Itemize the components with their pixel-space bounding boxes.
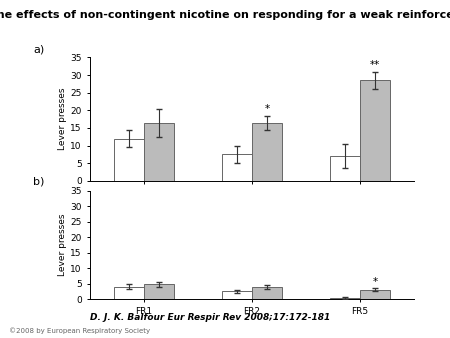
- Bar: [114, 287, 144, 299]
- Text: **: **: [370, 60, 380, 70]
- Bar: [330, 156, 360, 181]
- Bar: [222, 291, 252, 299]
- Bar: [252, 123, 282, 181]
- Bar: [252, 287, 282, 299]
- Bar: [330, 297, 360, 299]
- Bar: [360, 290, 390, 299]
- Text: D. J. K. Balfour Eur Respir Rev 2008;17:172-181: D. J. K. Balfour Eur Respir Rev 2008;17:…: [90, 313, 330, 322]
- Text: *: *: [265, 104, 270, 114]
- Text: The effects of non-contingent nicotine on responding for a weak reinforcer.: The effects of non-contingent nicotine o…: [0, 10, 450, 20]
- Bar: [144, 123, 174, 181]
- Y-axis label: Lever presses: Lever presses: [58, 214, 68, 276]
- Bar: [360, 80, 390, 181]
- Bar: [114, 139, 144, 181]
- Y-axis label: Lever presses: Lever presses: [58, 88, 68, 150]
- Bar: [222, 154, 252, 181]
- Bar: [144, 284, 174, 299]
- Text: *: *: [373, 277, 378, 287]
- Text: b): b): [33, 177, 45, 187]
- Text: ©2008 by European Respiratory Society: ©2008 by European Respiratory Society: [9, 327, 150, 334]
- Text: a): a): [33, 45, 45, 55]
